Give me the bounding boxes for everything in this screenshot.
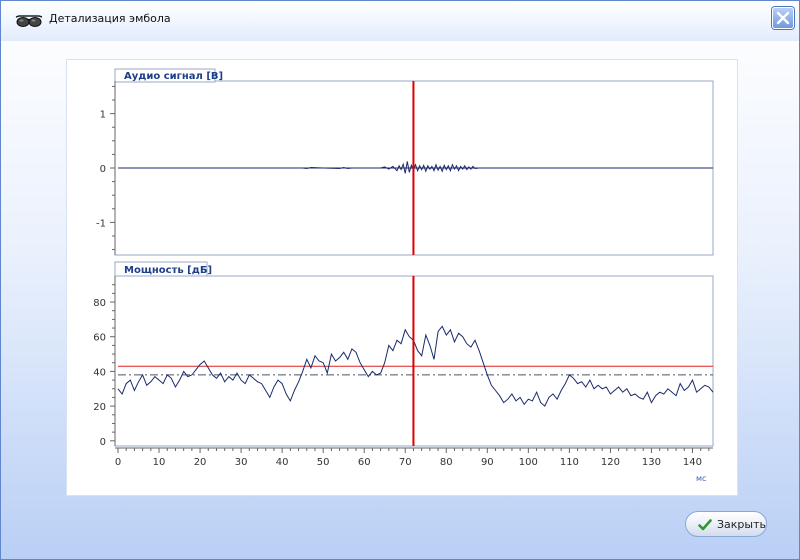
glasses-icon bbox=[15, 13, 43, 32]
audio-header-box bbox=[114, 68, 216, 83]
power-x-tick-label: 90 bbox=[481, 457, 494, 468]
power-x-tick-label: 20 bbox=[194, 457, 207, 468]
window-title: Детализация эмбола bbox=[49, 12, 171, 25]
power-x-tick-label: 30 bbox=[235, 457, 248, 468]
power-x-tick-label: 80 bbox=[440, 457, 453, 468]
audio-y-tick-label: 0 bbox=[100, 164, 106, 175]
audio-y-tick-label: 1 bbox=[100, 110, 106, 121]
power-y-tick-label: 80 bbox=[93, 298, 106, 309]
audio-chart: Аудио сигнал [В] -1 0 1 bbox=[96, 68, 714, 256]
power-y-tick-label: 20 bbox=[93, 402, 106, 413]
audio-y-axis: -1 0 1 bbox=[96, 81, 116, 255]
close-icon[interactable] bbox=[772, 7, 794, 29]
power-x-tick-label: 60 bbox=[358, 457, 371, 468]
power-y-tick-label: 0 bbox=[100, 437, 106, 448]
power-x-axis: 0 10 20 30 40 50 60 70 80 90 100 110 120 130 140 bbox=[115, 447, 713, 468]
power-y-tick-label: 40 bbox=[93, 367, 106, 378]
checkmark-icon bbox=[698, 519, 712, 531]
power-x-tick-label: 140 bbox=[683, 457, 702, 468]
power-x-tick-label: 40 bbox=[276, 457, 289, 468]
power-chart-title: Мощность [дБ] bbox=[124, 265, 212, 276]
power-x-unit: мс bbox=[696, 474, 706, 483]
audio-y-tick-label: -1 bbox=[96, 218, 106, 229]
power-x-tick-label: 130 bbox=[642, 457, 661, 468]
power-x-tick-label: 110 bbox=[560, 457, 579, 468]
audio-signal-series bbox=[118, 161, 713, 174]
power-x-tick-label: 10 bbox=[153, 457, 166, 468]
power-x-tick-label: 120 bbox=[601, 457, 620, 468]
power-x-tick-label: 100 bbox=[519, 457, 538, 468]
audio-chart-title: Аудио сигнал [В] bbox=[124, 71, 223, 82]
power-x-tick-label: 0 bbox=[115, 457, 121, 468]
power-x-tick-label: 50 bbox=[317, 457, 330, 468]
power-series bbox=[117, 325, 714, 407]
power-y-axis: 0 20 40 60 80 bbox=[93, 276, 116, 448]
power-y-tick-label: 60 bbox=[93, 333, 106, 344]
close-button-label: Закрыть bbox=[717, 518, 766, 531]
title-bar[interactable]: Детализация эмбола bbox=[1, 1, 799, 41]
power-x-tick-label: 70 bbox=[399, 457, 412, 468]
power-chart: Мощность [дБ] 0 20 40 60 80 0 10 20 30 40 50 60 70 8… bbox=[93, 261, 714, 483]
close-button[interactable]: Закрыть bbox=[685, 511, 767, 537]
power-header-box bbox=[114, 261, 208, 277]
